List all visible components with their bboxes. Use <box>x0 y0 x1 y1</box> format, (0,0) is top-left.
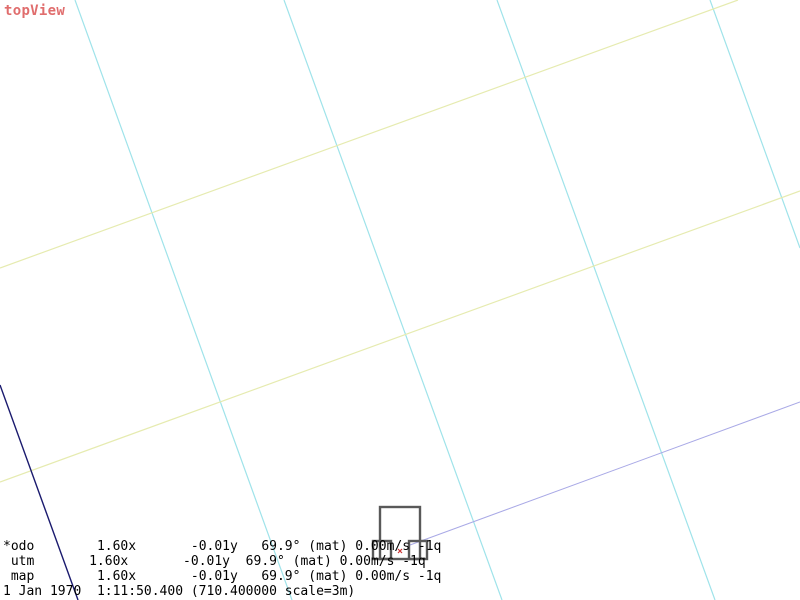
q-value: -1q <box>417 569 442 584</box>
heading-value: 69.9° <box>261 569 301 584</box>
vehicle-left-wheel <box>371 539 393 561</box>
heading-value: 69.9° <box>245 554 285 569</box>
elapsed: (710.400000 <box>190 584 277 599</box>
q-value: -1q <box>417 539 442 554</box>
speed-value: 0.00m/s <box>355 569 411 584</box>
frame-label: map <box>3 569 35 584</box>
path-line <box>409 401 800 546</box>
date: 1 Jan 1970 <box>3 584 82 599</box>
y-value: -0.01y <box>183 554 231 569</box>
y-value: -0.01y <box>190 539 238 554</box>
heading-value: 69.9° <box>261 539 301 554</box>
grid-line <box>0 0 739 269</box>
readout-map: map 1.60x -0.01y 69.9° (mat) 0.00m/s -1q <box>3 569 442 584</box>
y-value: -0.01y <box>190 569 238 584</box>
frame-label: utm <box>3 554 35 569</box>
q-value: -1q <box>402 554 426 569</box>
x-value: 1.60x <box>96 539 137 554</box>
grid-line <box>283 0 503 600</box>
mode-value: (mat) <box>308 569 348 584</box>
grid-major-lines <box>0 0 800 483</box>
vehicle-body <box>378 505 422 561</box>
speed-value: 0.00m/s <box>355 539 411 554</box>
grid-minor-lines <box>74 0 800 600</box>
x-value: 1.60x <box>96 569 137 584</box>
time: 1:11:50.400 <box>96 584 184 599</box>
grid-line <box>709 0 800 249</box>
status-line: 1 Jan 1970 1:11:50.400 (710.400000 scale… <box>3 584 355 599</box>
boundary-line <box>0 384 79 600</box>
mode-value: (mat) <box>292 554 332 569</box>
readout-utm: utm 1.60x -0.01y 69.9° (mat) 0.00m/s -1q <box>3 554 426 569</box>
grid-line <box>0 190 800 483</box>
readout-odo: *odo 1.60x -0.01y 69.9° (mat) 0.00m/s -1… <box>3 539 441 554</box>
grid-line <box>74 0 293 600</box>
mode-value: (mat) <box>308 539 348 554</box>
frame-label: *odo <box>3 539 35 554</box>
vehicle-right-wheel <box>407 539 429 561</box>
grid-line <box>496 0 716 600</box>
vehicle[interactable] <box>371 505 429 561</box>
vehicle-position-marker <box>397 548 403 554</box>
speed-value: 0.00m/s <box>339 554 395 569</box>
x-value: 1.60x <box>89 554 129 569</box>
view-title: topView <box>4 3 66 19</box>
scale: scale=3m) <box>284 584 356 599</box>
